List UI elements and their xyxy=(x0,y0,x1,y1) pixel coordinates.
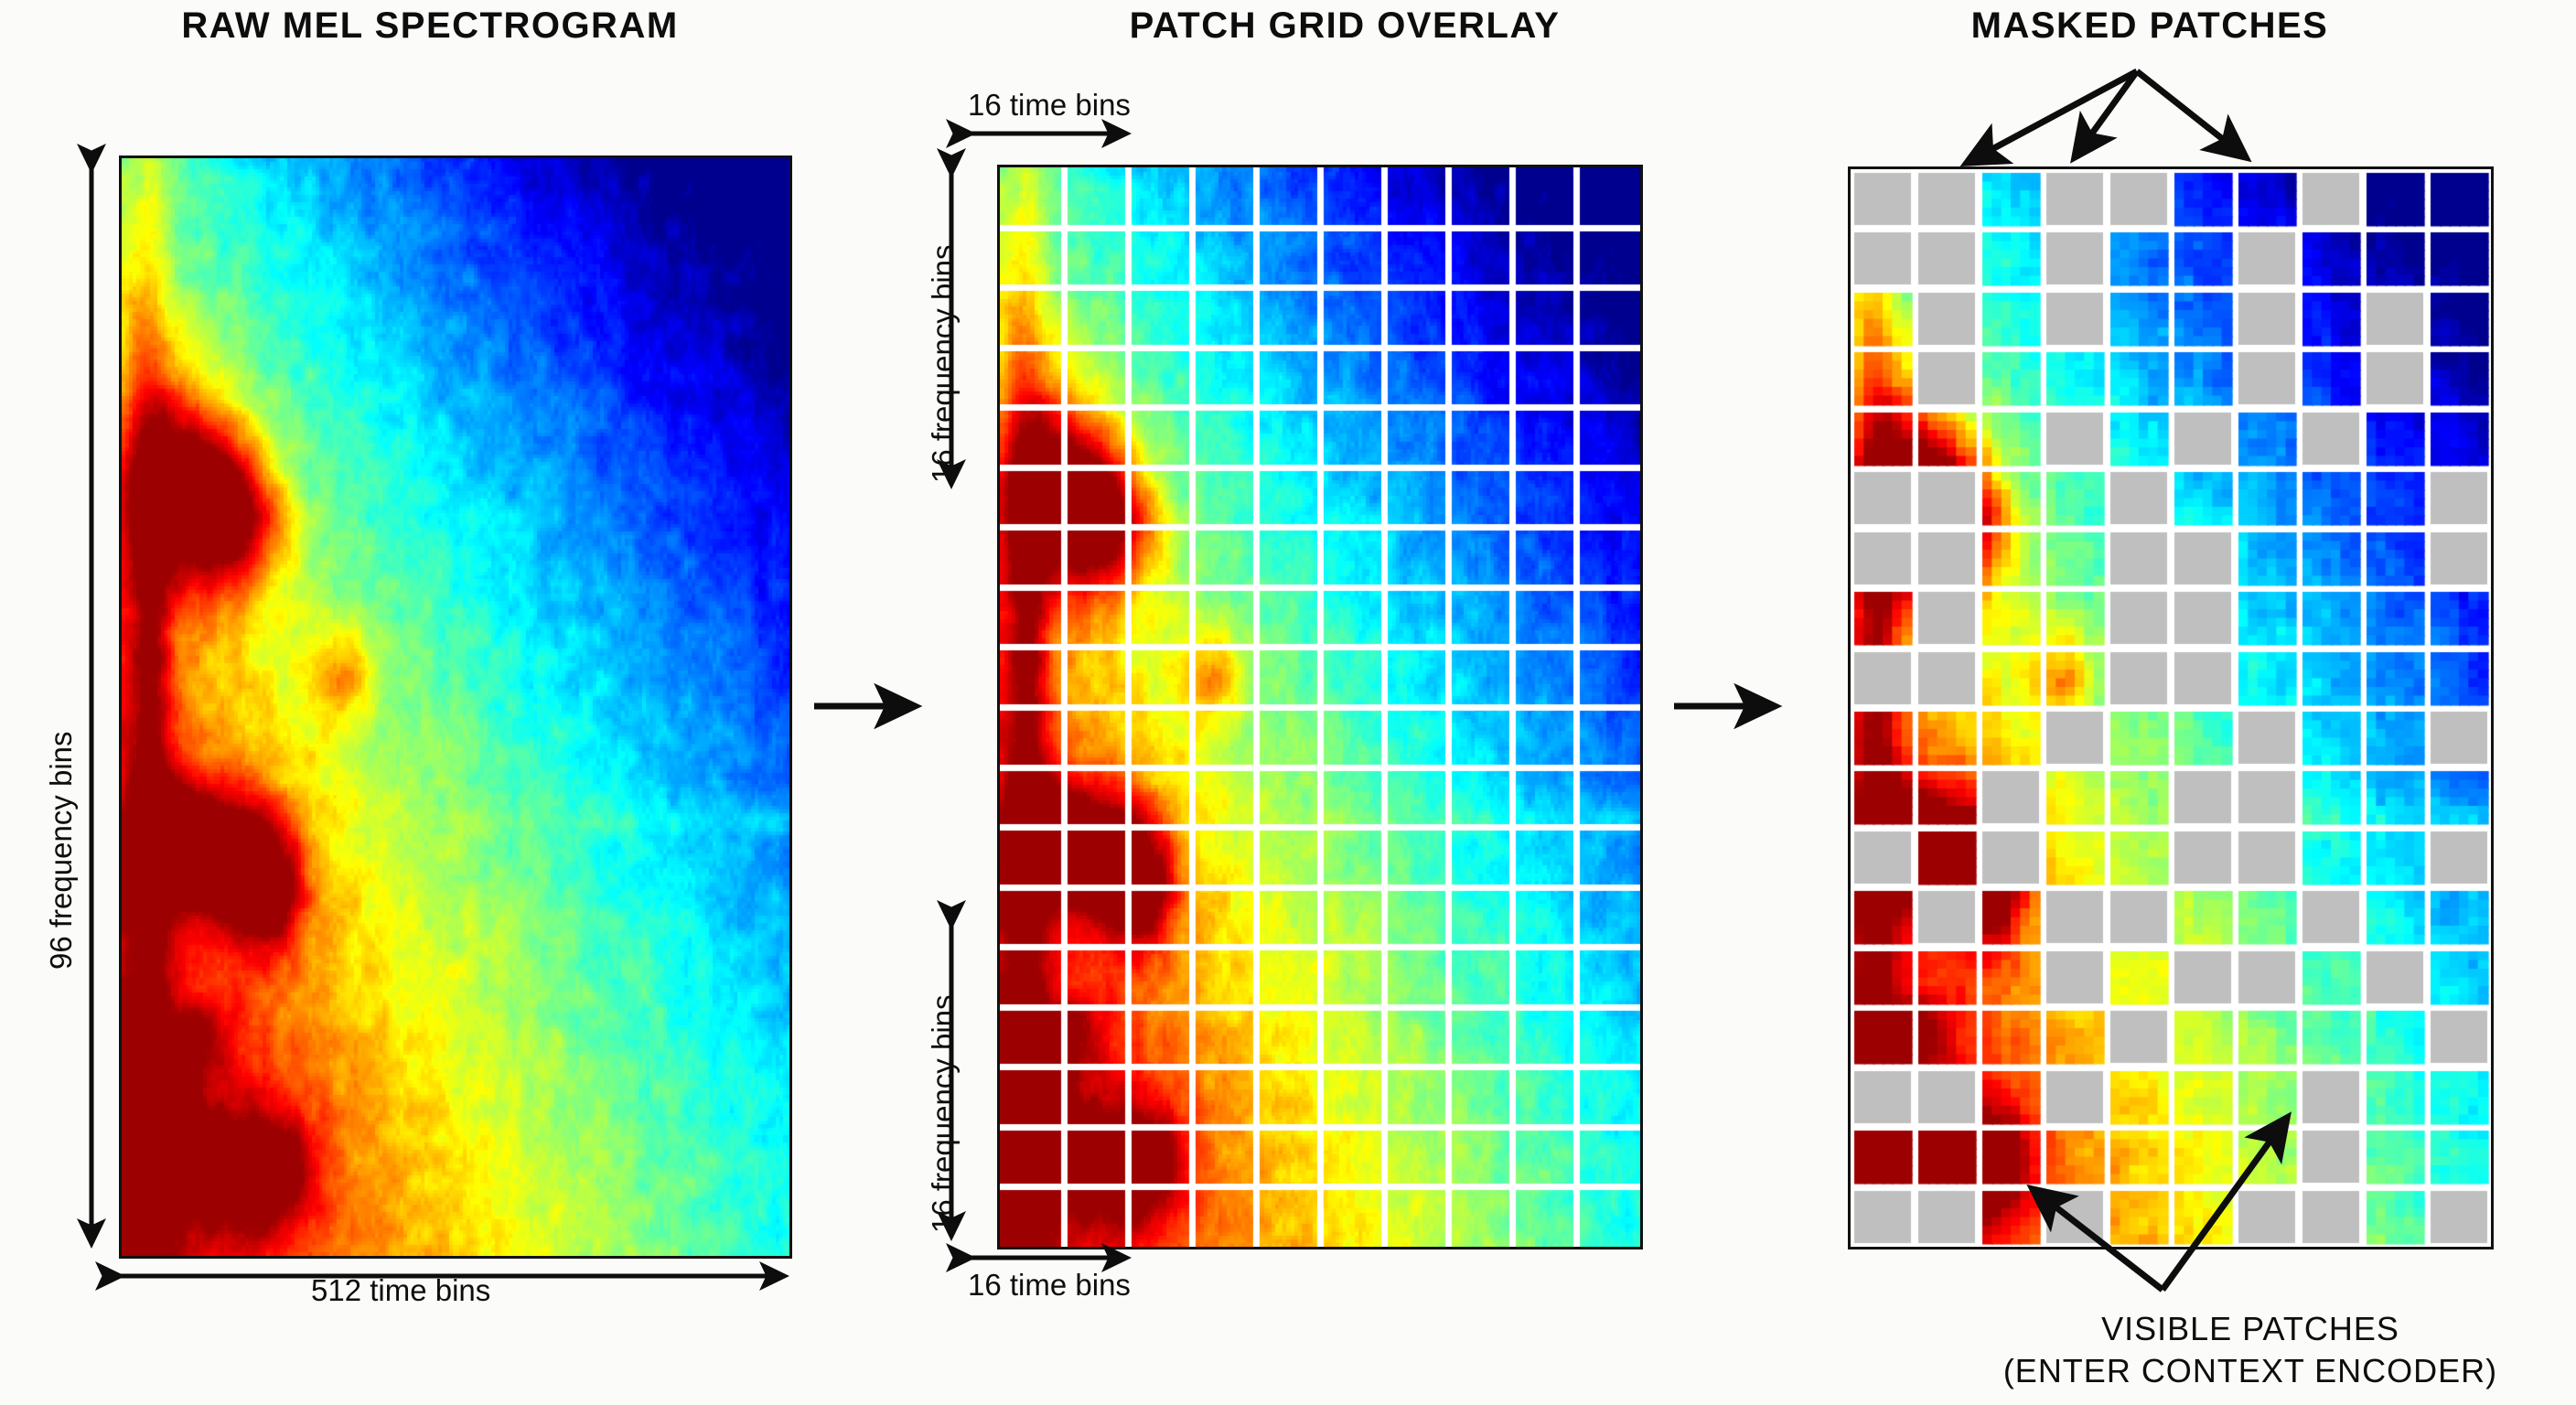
raw-mel-spectrogram xyxy=(119,156,792,1259)
middle-panel-title: PATCH GRID OVERLAY xyxy=(1129,5,1561,46)
visible-patches-caption-line2: (ENTER CONTEXT ENCODER) xyxy=(2002,1352,2498,1390)
middle-top-freq-label: 16 frequency bins xyxy=(926,244,960,483)
visible-patches-caption-line1: VISIBLE PATCHES xyxy=(2101,1310,2399,1347)
right-panel-title: MASKED PATCHES xyxy=(1970,5,2329,46)
raw-spectrogram-canvas xyxy=(122,158,789,1256)
middle-top-time-label: 16 time bins xyxy=(968,88,1131,122)
masked-patches-canvas xyxy=(1851,169,2491,1247)
patch-grid-overlay xyxy=(997,165,1643,1249)
middle-bottom-freq-label: 16 frequency bins xyxy=(926,994,960,1233)
left-panel-title: RAW MEL SPECTROGRAM xyxy=(181,5,679,46)
masked-patches-pointers xyxy=(1959,68,2252,166)
left-x-axis-label: 512 time bins xyxy=(311,1273,491,1307)
patch-grid-canvas xyxy=(1000,167,1640,1247)
visible-patches-caption: VISIBLE PATCHES (ENTER CONTEXT ENCODER) xyxy=(1958,1308,2543,1392)
middle-bottom-time-label: 16 time bins xyxy=(968,1268,1131,1302)
masked-patches-panel xyxy=(1848,166,2494,1249)
left-y-axis-label: 96 frequency bins xyxy=(44,731,78,970)
